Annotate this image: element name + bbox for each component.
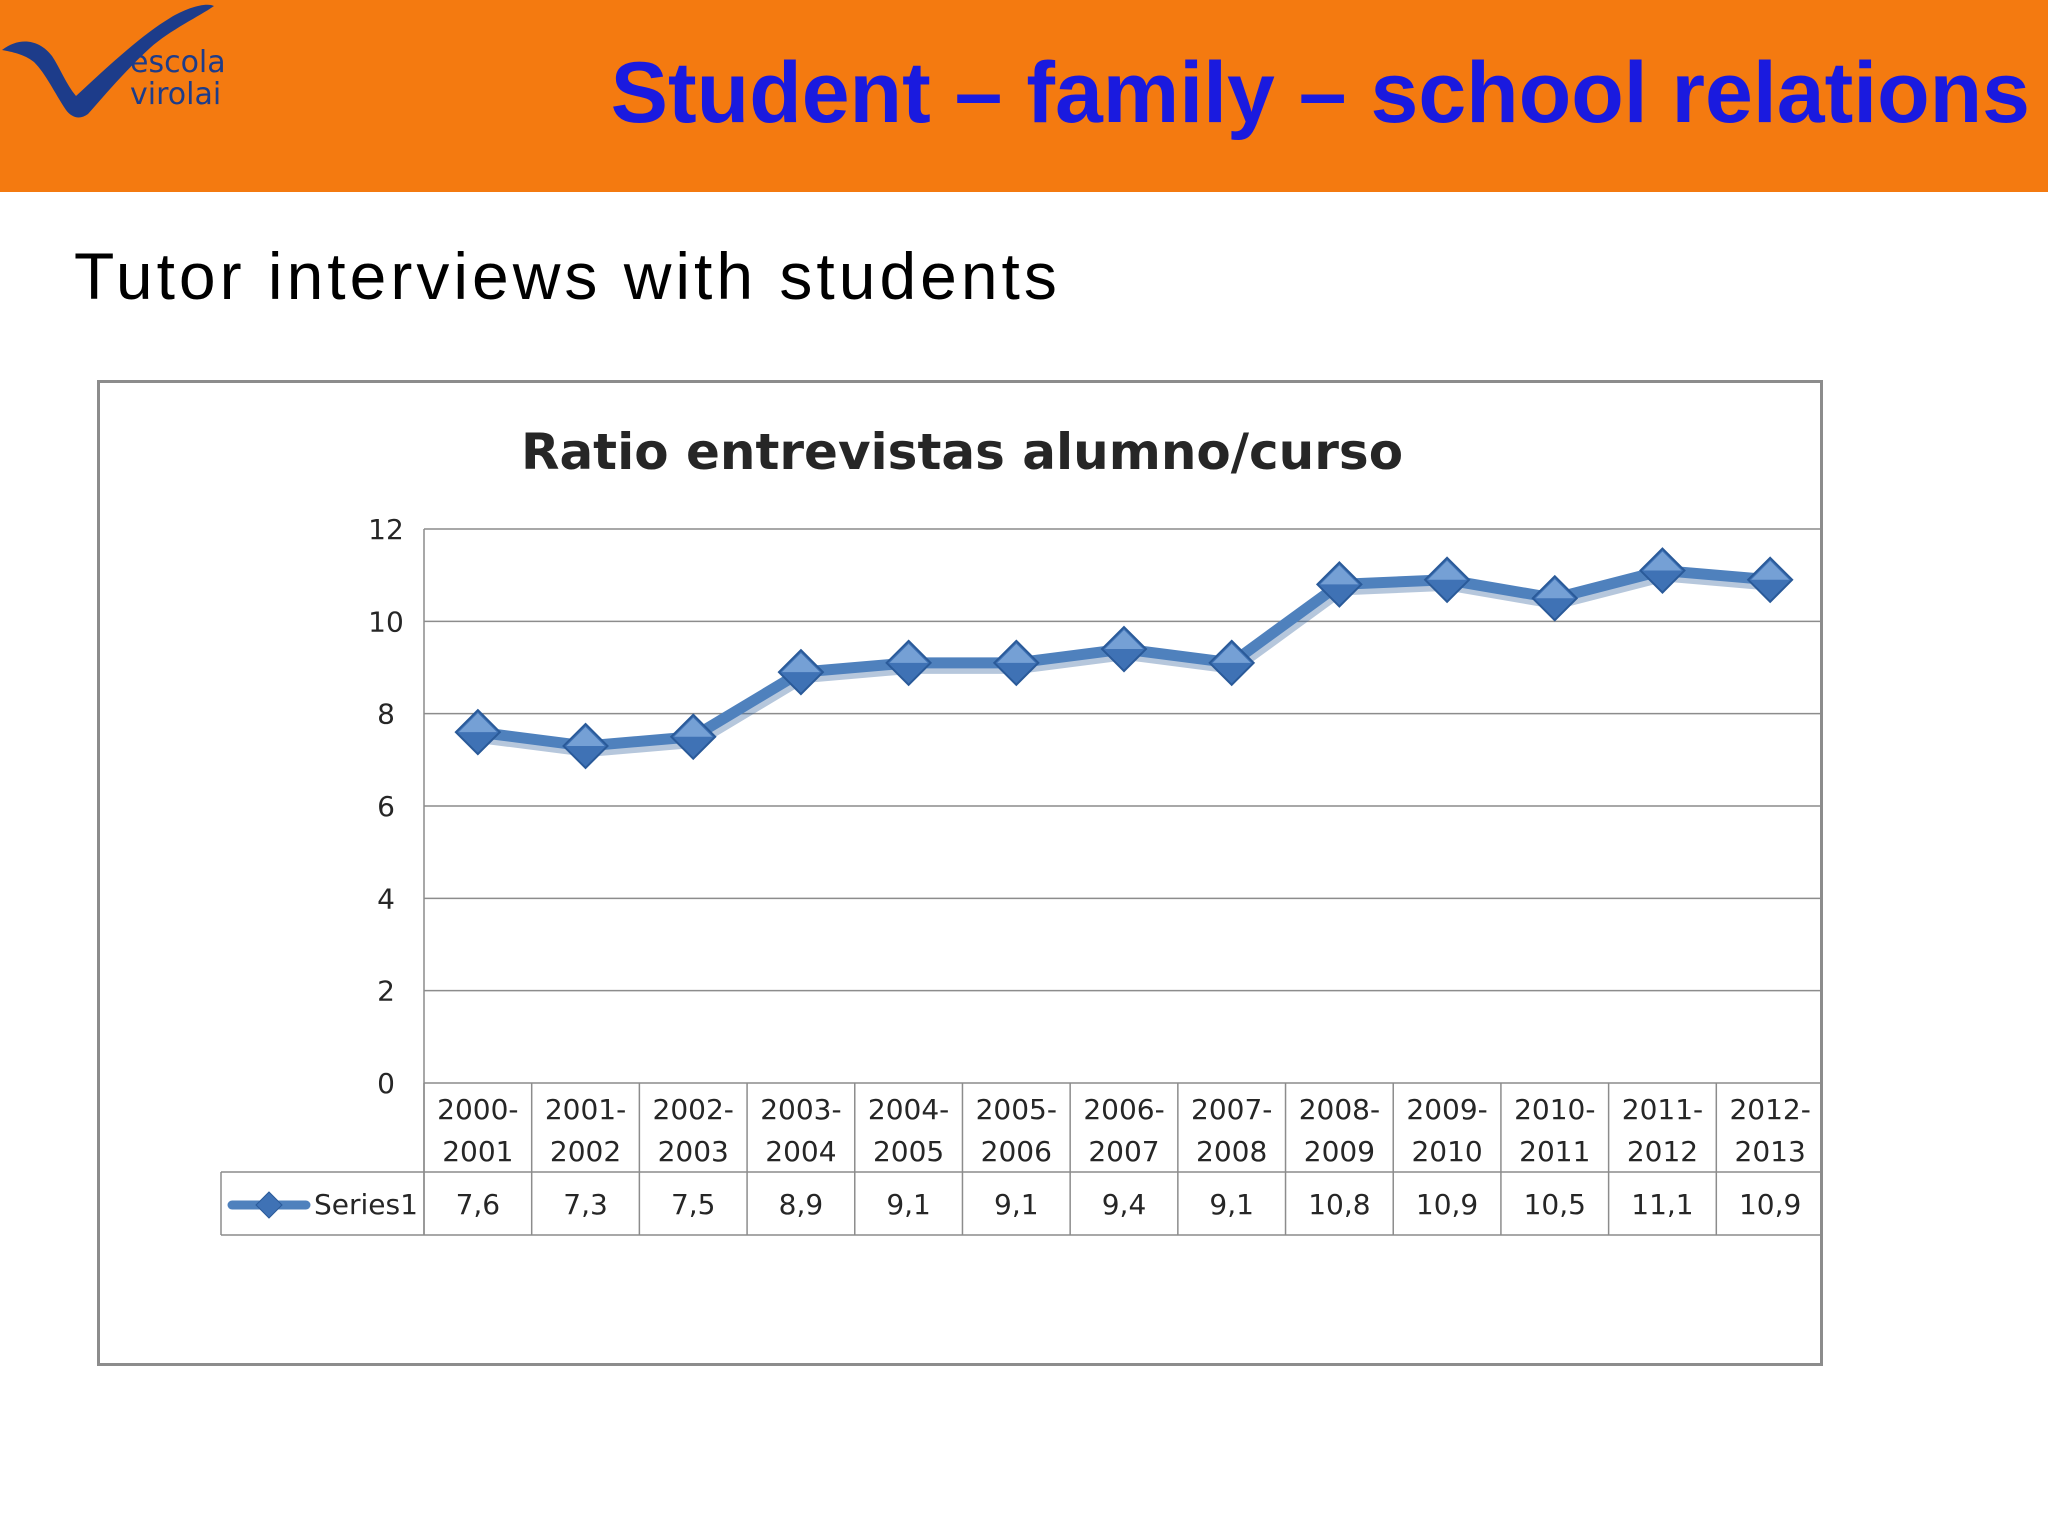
data-table-value: 9,1 xyxy=(886,1188,931,1221)
x-tick-label: 2009 xyxy=(1304,1135,1375,1168)
legend-label: Series1 xyxy=(314,1188,418,1221)
x-tick-label: 2004 xyxy=(765,1135,836,1168)
x-tick-label: 2008- xyxy=(1299,1093,1380,1126)
data-table-value: 7,6 xyxy=(456,1188,501,1221)
data-point-highlight xyxy=(566,726,605,746)
data-table-value: 10,5 xyxy=(1524,1188,1586,1221)
x-tick-label: 2001- xyxy=(545,1093,626,1126)
chart-frame: Ratio entrevistas alumno/curso 0 2 4 6 8 10 12 2… xyxy=(97,380,1823,1366)
x-tick-label: 2001 xyxy=(442,1135,513,1168)
data-point-highlight xyxy=(458,713,497,733)
slide-title: Student – family – school relations xyxy=(610,45,2030,141)
data-table-value: 8,9 xyxy=(779,1188,824,1221)
school-logo: escola virolai xyxy=(0,0,260,130)
data-point-highlight xyxy=(997,643,1036,663)
x-tick-label: 2011- xyxy=(1622,1093,1703,1126)
data-point-marker xyxy=(777,648,825,696)
data-table-value: 9,1 xyxy=(1209,1188,1254,1221)
x-tick-label: 2004- xyxy=(868,1093,949,1126)
data-point-highlight xyxy=(674,717,713,737)
data-table-value: 7,5 xyxy=(671,1188,716,1221)
data-point-highlight xyxy=(1320,565,1359,585)
x-tick-label: 2000- xyxy=(437,1093,518,1126)
y-tick-label: 12 xyxy=(368,513,404,546)
header-bar: escola virolai Student – family – school… xyxy=(0,0,2048,192)
y-tick-label: 8 xyxy=(377,698,395,731)
x-tick-label: 2003 xyxy=(658,1135,729,1168)
y-tick-label: 0 xyxy=(377,1067,395,1100)
data-point-highlight xyxy=(1643,551,1682,571)
data-point-highlight xyxy=(1105,630,1143,650)
data-table-value: 10,9 xyxy=(1416,1188,1478,1221)
line-chart: Ratio entrevistas alumno/curso 0 2 4 6 8 10 12 2… xyxy=(220,423,1820,1236)
data-point-highlight xyxy=(1428,560,1467,580)
data-table-value: 9,1 xyxy=(994,1188,1039,1221)
data-table-value: 9,4 xyxy=(1102,1188,1147,1221)
x-tick-label: 2009- xyxy=(1406,1093,1487,1126)
logo-checkmark-icon xyxy=(2,4,214,118)
x-tick-label: 2002 xyxy=(550,1135,621,1168)
x-tick-label: 2007 xyxy=(1088,1135,1159,1168)
x-tick-label: 2006- xyxy=(1083,1093,1164,1126)
x-tick-label: 2010- xyxy=(1514,1093,1595,1126)
x-tick-label: 2007- xyxy=(1191,1093,1272,1126)
y-tick-label: 6 xyxy=(377,790,395,823)
data-point-marker xyxy=(1315,560,1363,608)
x-tick-label: 2012 xyxy=(1627,1135,1698,1168)
data-table-value: 10,8 xyxy=(1308,1188,1370,1221)
x-tick-label: 2005- xyxy=(976,1093,1057,1126)
data-point-highlight xyxy=(889,643,928,663)
logo-text-line1: escola xyxy=(130,45,226,80)
x-tick-label: 2006 xyxy=(981,1135,1052,1168)
data-point-highlight xyxy=(1751,560,1790,580)
data-table-value: 10,9 xyxy=(1739,1188,1801,1221)
legend-marker-icon xyxy=(255,1191,283,1219)
slide-subtitle: Tutor interviews with students xyxy=(74,239,1061,313)
x-tick-label: 2011 xyxy=(1519,1135,1590,1168)
y-tick-label: 4 xyxy=(377,882,395,915)
chart-title: Ratio entrevistas alumno/curso xyxy=(521,423,1403,481)
x-tick-label: 2008 xyxy=(1196,1135,1267,1168)
data-point-highlight xyxy=(1535,579,1574,599)
data-point-highlight xyxy=(781,653,820,673)
x-tick-label: 2003- xyxy=(760,1093,841,1126)
x-tick-label: 2005 xyxy=(873,1135,944,1168)
y-tick-label: 10 xyxy=(368,605,404,638)
logo-text-line2: virolai xyxy=(130,77,222,112)
data-table-value: 11,1 xyxy=(1631,1188,1693,1221)
y-tick-label: 2 xyxy=(377,975,395,1008)
x-tick-label: 2002- xyxy=(653,1093,734,1126)
x-tick-label: 2013 xyxy=(1735,1135,1806,1168)
x-tick-label: 2012- xyxy=(1729,1093,1810,1126)
data-point-highlight xyxy=(1212,643,1251,663)
x-tick-label: 2010 xyxy=(1411,1135,1482,1168)
data-table-value: 7,3 xyxy=(563,1188,608,1221)
